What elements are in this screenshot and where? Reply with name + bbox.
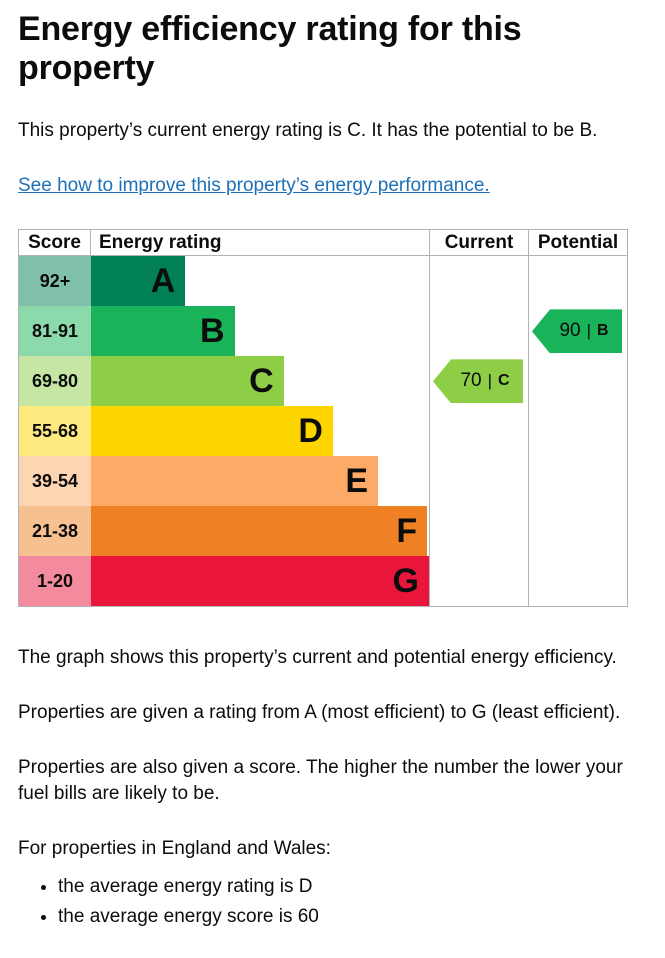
band-row-d: 55-68 D bbox=[19, 406, 429, 457]
score-range-f: 21-38 bbox=[19, 506, 91, 557]
description-rating: Properties are given a rating from A (mo… bbox=[18, 701, 621, 723]
band-row-a: 92+ A bbox=[19, 256, 429, 307]
average-score-item: the average energy score is 60 bbox=[58, 904, 647, 930]
average-list: the average energy rating is D the avera… bbox=[18, 874, 647, 929]
score-range-e: 39-54 bbox=[19, 456, 91, 507]
band-letter-b: B bbox=[199, 312, 225, 351]
band-row-b: 81-91 B bbox=[19, 306, 429, 357]
band-letter-a: A bbox=[150, 262, 176, 301]
band-bar-e: E bbox=[91, 456, 378, 507]
current-rating-letter: C bbox=[498, 372, 510, 390]
potential-score-value: 90 bbox=[559, 320, 581, 342]
header-score: Score bbox=[19, 230, 91, 257]
band-bar-a: A bbox=[91, 256, 186, 307]
band-letter-f: F bbox=[396, 512, 418, 551]
band-row-g: 1-20 G bbox=[19, 556, 429, 607]
improve-performance-link[interactable]: See how to improve this property’s energ… bbox=[18, 174, 490, 196]
current-rating-marker: 70 | C bbox=[433, 359, 523, 404]
intro-text: This property’s current energy rating is… bbox=[18, 120, 598, 142]
band-row-c: 69-80 C bbox=[19, 356, 429, 407]
band-bar-d: D bbox=[91, 406, 333, 457]
band-bar-b: B bbox=[91, 306, 235, 357]
current-column: 70 | C bbox=[429, 256, 528, 607]
score-range-c: 69-80 bbox=[19, 356, 91, 407]
page-title: Energy efficiency rating for this proper… bbox=[18, 10, 522, 88]
average-rating-item: the average energy rating is D bbox=[58, 874, 647, 900]
description-score: Properties are also given a score. The h… bbox=[18, 756, 623, 805]
potential-rating-letter: B bbox=[597, 322, 609, 340]
score-range-d: 55-68 bbox=[19, 406, 91, 457]
band-bar-f: F bbox=[91, 506, 428, 557]
band-rows: 92+ A 81-91 B 69-80 C 55-68 D 39-54 E 21-38 F 1-20 G bbox=[19, 256, 429, 607]
improve-link-wrapper: See how to improve this property’s energ… bbox=[18, 173, 647, 200]
score-range-a: 92+ bbox=[19, 256, 91, 307]
band-letter-d: D bbox=[298, 412, 323, 451]
band-bar-g: G bbox=[91, 556, 429, 607]
potential-separator: | bbox=[586, 321, 591, 341]
current-score-value: 70 bbox=[460, 370, 482, 392]
potential-column: 90 | B bbox=[528, 256, 627, 607]
band-bar-c: C bbox=[91, 356, 284, 407]
score-range-b: 81-91 bbox=[19, 306, 91, 357]
current-separator: | bbox=[487, 371, 492, 391]
header-energy-rating: Energy rating bbox=[91, 230, 429, 257]
energy-rating-chart: Score Energy rating Current Potential 92… bbox=[18, 229, 628, 608]
band-row-e: 39-54 E bbox=[19, 456, 429, 507]
band-row-f: 21-38 F bbox=[19, 506, 429, 557]
band-letter-e: E bbox=[345, 462, 368, 501]
band-letter-g: G bbox=[392, 562, 419, 601]
description-graph: The graph shows this property’s current … bbox=[18, 647, 617, 669]
header-current: Current bbox=[429, 230, 528, 257]
header-potential: Potential bbox=[528, 230, 627, 257]
description-england-wales: For properties in England and Wales: bbox=[18, 837, 331, 859]
band-letter-c: C bbox=[249, 362, 274, 401]
potential-rating-marker: 90 | B bbox=[532, 309, 622, 354]
score-range-g: 1-20 bbox=[19, 556, 91, 607]
epc-page: Energy efficiency rating for this proper… bbox=[18, 10, 647, 930]
